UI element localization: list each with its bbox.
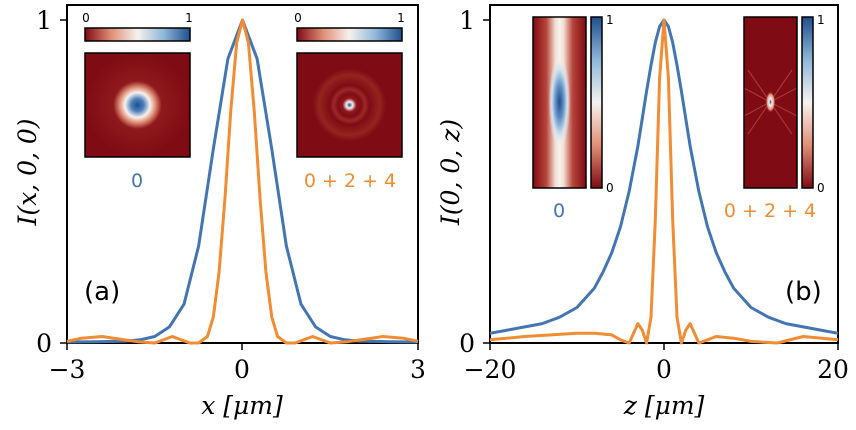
panel-a-inset-1: 0 1 0 + 2 + 4 — [294, 11, 405, 192]
panel-b-xlabel: z [μm] — [623, 391, 705, 420]
panel-a: 0 1 0 0 1 0 + 2 + 4 (a) −3 0 3 1 0 x [μm… — [13, 4, 426, 420]
panel-b-series-superposition-line — [489, 18, 839, 345]
panel-b-ytick-top: 1 — [459, 6, 475, 35]
panel-b-ylabel: I(0, 0, z) — [436, 119, 465, 226]
panel-a-inset-0-label: 0 — [131, 170, 143, 192]
panel-b-xtick-mid: 0 — [656, 355, 672, 384]
panel-a-ylabel: I(x, 0, 0) — [13, 118, 42, 226]
panel-a-inset-0-cb-max: 1 — [185, 11, 193, 25]
panel-a-lines — [66, 18, 419, 345]
panel-a-xlabel: x [μm] — [201, 391, 283, 420]
panel-b-inset-0-cb-max: 1 — [606, 13, 614, 27]
panel-b-inset-1-colorbar — [801, 16, 814, 189]
panel-a-xtick-left: −3 — [49, 355, 86, 384]
panel-b-inset-0: 1 0 0 — [532, 13, 614, 222]
panel-a-inset-0-image — [84, 52, 191, 158]
panel-a-ytick-bottom: 0 — [36, 329, 52, 358]
panel-b-inset-0-image — [532, 16, 587, 189]
panel-b-xtick-right: 20 — [817, 355, 849, 384]
panel-a-inset-0: 0 1 0 — [82, 11, 193, 192]
panel-b-inset-0-spot — [548, 56, 571, 148]
panel-a-inset-1-image — [296, 52, 403, 158]
panel-b-label: (b) — [785, 277, 822, 307]
panel-a-xtick-mid: 0 — [234, 355, 250, 384]
panel-b-inset-1-image — [743, 16, 798, 189]
panel-a-inset-1-colorbar — [296, 27, 403, 42]
panel-b-inset-1-label: 0 + 2 + 4 — [724, 200, 816, 222]
panel-b-inset-0-label: 0 — [553, 200, 565, 222]
panel-b-inset-1-lobes — [744, 69, 797, 135]
panel-b-inset-1-spot — [765, 91, 776, 113]
panel-b-inset-0-cb-min: 0 — [606, 181, 614, 195]
panel-b-inset-0-colorbar — [590, 16, 603, 189]
panel-a-inset-1-cb-min: 0 — [294, 11, 302, 25]
panel-b-ytick-bottom: 0 — [459, 329, 475, 358]
panel-b: 1 0 0 1 0 0 + 2 + 4 (b) −20 — [436, 4, 849, 420]
panel-a-inset-1-cb-max: 1 — [397, 11, 405, 25]
panel-b-inset-1-cb-min: 0 — [817, 181, 825, 195]
panel-a-series-superposition-line — [66, 18, 419, 345]
panel-a-inset-0-cb-min: 0 — [82, 11, 90, 25]
panel-b-lines — [489, 18, 839, 345]
panel-a-label: (a) — [84, 277, 120, 307]
panel-a-xtick-right: 3 — [410, 355, 426, 384]
panel-b-inset-1-cb-max: 1 — [817, 13, 825, 27]
panel-b-inset-1: 1 0 0 + 2 + 4 — [724, 13, 825, 222]
panel-a-inset-1-label: 0 + 2 + 4 — [304, 170, 396, 192]
panel-a-inset-0-colorbar — [84, 27, 191, 42]
panel-b-xtick-left: −20 — [464, 355, 517, 384]
panel-a-ytick-top: 1 — [36, 6, 52, 35]
